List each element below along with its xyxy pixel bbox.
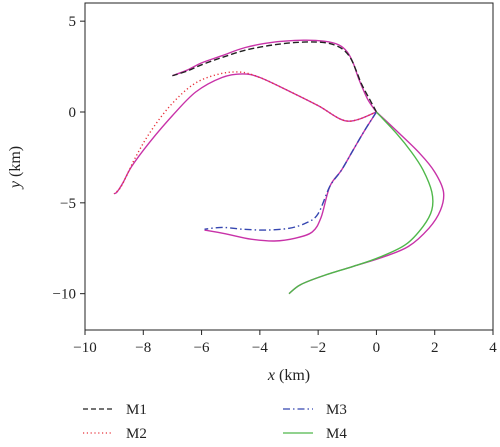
- x-tick-label: −8: [135, 340, 151, 356]
- series-line-m4: [288, 111, 434, 295]
- y-axis-variable: y: [7, 180, 24, 190]
- legend-label-m2: M2: [126, 426, 147, 442]
- reference-path-2: [113, 73, 377, 195]
- legend-label-m3: M3: [326, 402, 347, 418]
- y-axis-unit: (km): [7, 146, 24, 181]
- series-line-m1: [172, 41, 378, 113]
- y-tick-label: 0: [69, 105, 77, 121]
- series-lines: [113, 41, 434, 295]
- legend-label-m4: M4: [326, 426, 347, 442]
- series-line-m3: [204, 111, 377, 231]
- y-axis-label: y (km): [7, 146, 24, 190]
- x-tick-label: −2: [310, 340, 326, 356]
- y-tick-label: −5: [60, 196, 76, 212]
- legend-label-m1: M1: [126, 402, 147, 418]
- x-axis-unit: (km): [275, 367, 310, 384]
- x-tick-label: −4: [252, 340, 268, 356]
- x-axis-variable: x: [267, 367, 275, 384]
- x-tick-label: 4: [489, 340, 497, 356]
- x-tick-label: −6: [194, 340, 210, 356]
- x-tick-label: −10: [73, 340, 96, 356]
- x-tick-label: 2: [431, 340, 439, 356]
- plot-frame: [84, 2, 494, 331]
- legend: M1 M2 M3 M4: [83, 402, 347, 442]
- y-tick-label: −10: [53, 287, 76, 303]
- x-axis-label: x (km): [267, 367, 310, 384]
- y-tick-label: 5: [69, 14, 77, 30]
- x-tick-label: 0: [373, 340, 381, 356]
- axis-ticks: −10 −8 −6 −4 −2 0 2 4 5 0 −5 −10: [53, 14, 498, 356]
- reference-path-3: [204, 111, 377, 242]
